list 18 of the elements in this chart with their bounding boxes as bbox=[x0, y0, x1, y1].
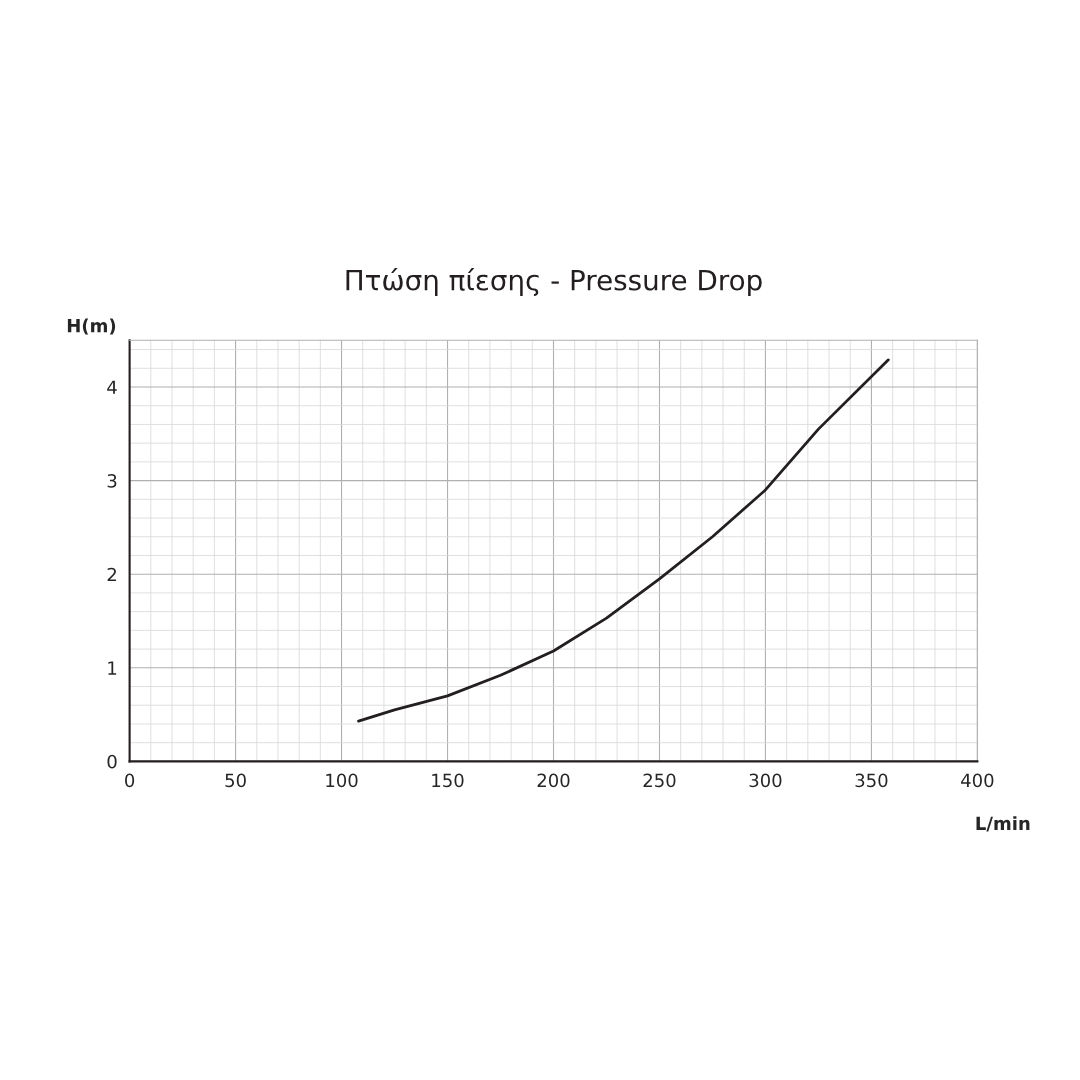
x-tick-label: 400 bbox=[961, 773, 994, 788]
y-tick-label: 4 bbox=[107, 380, 117, 394]
y-tick-label: 3 bbox=[107, 474, 117, 488]
chart-title: Πτώση πίεσης - Pressure Drop bbox=[346, 267, 762, 297]
x-tick-label: 300 bbox=[749, 773, 782, 788]
y-axis-title: H(m) bbox=[67, 318, 116, 335]
x-tick-label: 100 bbox=[326, 773, 358, 788]
y-tick-label: 0 bbox=[107, 754, 117, 769]
x-tick-label: 50 bbox=[225, 773, 246, 788]
x-tick-label: 0 bbox=[125, 773, 135, 788]
line-series bbox=[357, 358, 890, 723]
x-tick-label: 350 bbox=[855, 773, 888, 788]
x-tick-label: 150 bbox=[432, 773, 464, 788]
x-axis-title: L/min bbox=[976, 816, 1030, 832]
x-tick-label: 200 bbox=[537, 773, 570, 788]
y-tick-label: 2 bbox=[107, 567, 116, 582]
x-tick-label: 250 bbox=[643, 773, 676, 788]
y-tick-label: 1 bbox=[108, 661, 117, 675]
